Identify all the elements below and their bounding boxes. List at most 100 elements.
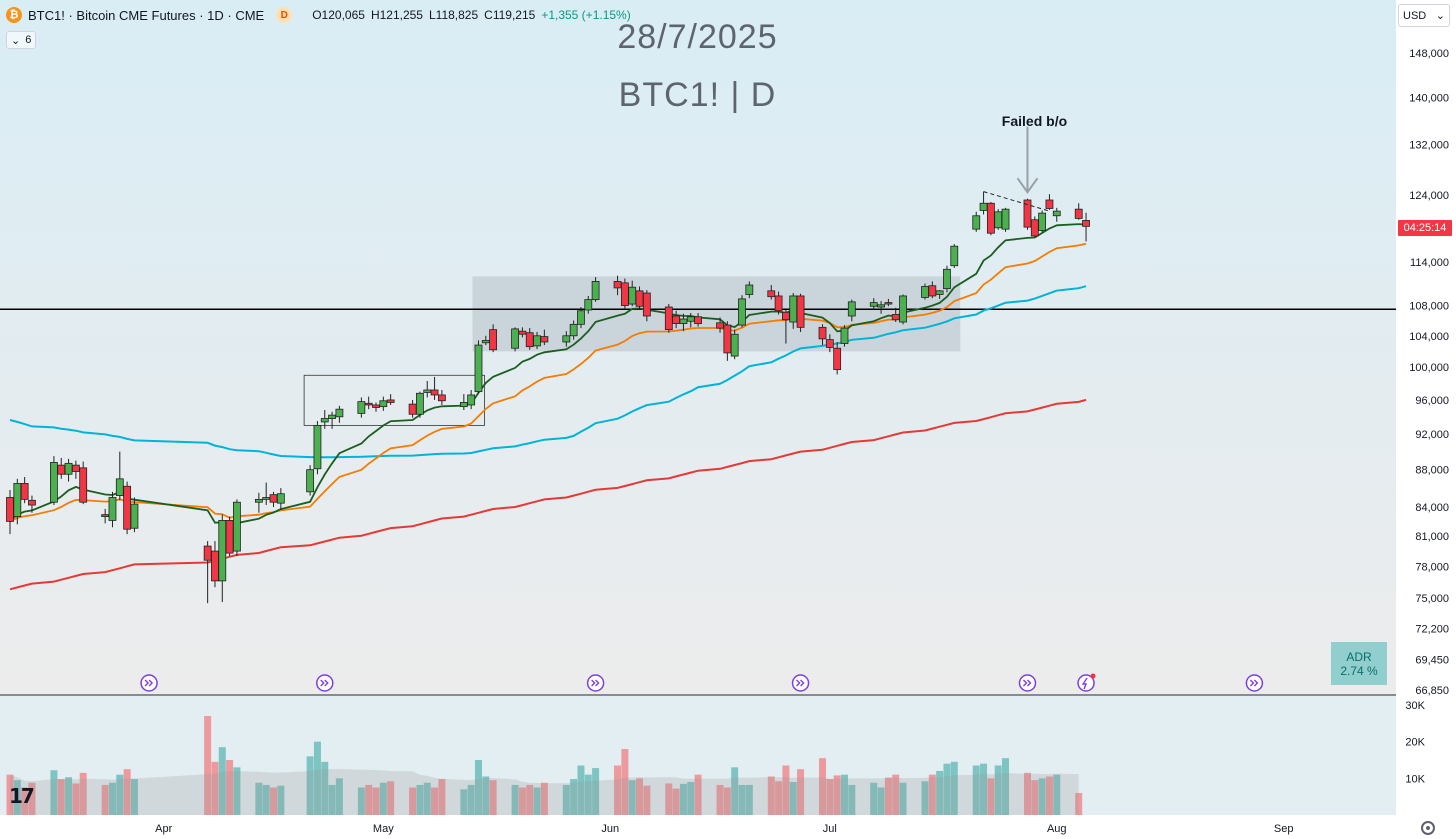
event-marker-icon[interactable] bbox=[791, 674, 810, 692]
candle-body bbox=[123, 485, 132, 530]
candle-body bbox=[825, 339, 834, 348]
candle-body bbox=[1045, 199, 1054, 209]
currency-select[interactable]: USD ⌄ bbox=[1398, 4, 1450, 27]
candle-body bbox=[540, 336, 549, 343]
volume-bar bbox=[936, 771, 944, 815]
adr-indicator: ADR 2.74 % bbox=[1331, 642, 1387, 685]
time-tick-label: Jul bbox=[823, 823, 837, 835]
time-tick-label: May bbox=[373, 823, 394, 835]
volume-bar bbox=[577, 765, 585, 815]
tradingview-logo[interactable]: 17 bbox=[9, 784, 35, 808]
candle-body bbox=[518, 330, 527, 335]
volume-bar bbox=[943, 763, 951, 815]
event-marker-icon[interactable] bbox=[1018, 674, 1037, 692]
volume-bar bbox=[775, 781, 783, 815]
volume-bar bbox=[840, 774, 848, 815]
volume-bar bbox=[679, 783, 687, 815]
volume-ma-area bbox=[10, 768, 1079, 815]
volume-bar bbox=[1053, 774, 1061, 815]
volume-bar bbox=[1038, 778, 1046, 815]
candle-body bbox=[833, 347, 842, 371]
volume-bar bbox=[387, 781, 395, 815]
volume-bar bbox=[218, 747, 226, 815]
price-tick-label: 92,000 bbox=[1415, 429, 1449, 441]
watermark-date: 28/7/2025 bbox=[617, 18, 778, 56]
adr-label: ADR bbox=[1346, 649, 1372, 664]
event-marker-icon[interactable] bbox=[1245, 674, 1264, 692]
volume-bar bbox=[431, 787, 439, 815]
candle-body bbox=[262, 497, 271, 500]
delay-badge[interactable]: D bbox=[276, 7, 293, 23]
volume-bar bbox=[562, 784, 570, 815]
candle-body bbox=[1082, 220, 1090, 227]
time-tick-label: Aug bbox=[1047, 823, 1067, 835]
chevron-down-icon: ⌄ bbox=[11, 34, 21, 47]
candle-body bbox=[218, 520, 227, 582]
event-marker-icon[interactable] bbox=[586, 674, 605, 692]
ma-50-line bbox=[9, 285, 1087, 459]
price-tick-label: 72,200 bbox=[1415, 623, 1449, 635]
volume-bar bbox=[636, 778, 644, 815]
candle-body bbox=[211, 550, 219, 582]
volume-bar bbox=[123, 769, 131, 815]
candle-body bbox=[64, 462, 73, 475]
volume-bar bbox=[277, 785, 285, 815]
candle-body bbox=[847, 301, 856, 317]
candle-body bbox=[533, 335, 541, 347]
time-tick-label: Apr bbox=[155, 823, 172, 835]
candle-body bbox=[1074, 208, 1083, 219]
volume-bar bbox=[233, 767, 241, 815]
candle-body bbox=[386, 399, 395, 403]
symbol-title[interactable]: BTC1! · Bitcoin CME Futures · 1D · CME bbox=[28, 7, 265, 23]
candle-body bbox=[869, 302, 878, 307]
event-marker-arrows bbox=[320, 679, 329, 687]
price-tick-label: 75,000 bbox=[1415, 593, 1449, 605]
volume-bar bbox=[833, 775, 841, 815]
volume-bar bbox=[826, 779, 834, 815]
volume-bar bbox=[21, 787, 29, 815]
candle-body bbox=[1038, 212, 1047, 231]
price-tick-label: 148,000 bbox=[1409, 48, 1449, 60]
candle-body bbox=[584, 299, 593, 311]
volume-bar bbox=[28, 782, 36, 815]
volume-bar bbox=[723, 787, 731, 815]
candle-body bbox=[525, 332, 534, 348]
candle-body bbox=[884, 302, 893, 305]
candle-body bbox=[782, 311, 790, 321]
event-marker-icon[interactable] bbox=[140, 674, 158, 692]
price-tick-label: 114,000 bbox=[1410, 257, 1449, 269]
candle-body bbox=[108, 497, 117, 521]
settings-icon[interactable] bbox=[1421, 821, 1435, 835]
volume-bar bbox=[592, 768, 600, 815]
candle-body bbox=[943, 268, 951, 290]
event-marker-arrows bbox=[796, 679, 805, 687]
indicators-toggle[interactable]: ⌄ 6 bbox=[6, 31, 37, 49]
event-marker-circle bbox=[316, 674, 334, 692]
candle-body bbox=[899, 295, 907, 323]
time-tick-label: Jun bbox=[601, 823, 619, 835]
event-marker-icon[interactable] bbox=[316, 674, 334, 692]
candle-body bbox=[979, 202, 988, 211]
volume-bar bbox=[79, 772, 87, 815]
earnings-lightning-icon bbox=[1077, 673, 1096, 692]
volume-bar bbox=[57, 779, 65, 815]
volume-bar bbox=[518, 787, 526, 815]
volume-bar bbox=[262, 784, 270, 815]
candle-body bbox=[935, 290, 944, 295]
volume-bar bbox=[321, 761, 329, 815]
candle-body bbox=[233, 501, 241, 552]
volume-bar bbox=[899, 782, 907, 815]
candle-body bbox=[664, 306, 673, 331]
volume-bar bbox=[540, 782, 548, 815]
candle-body bbox=[20, 483, 29, 500]
candle-body bbox=[642, 292, 651, 317]
candle-body bbox=[818, 326, 827, 340]
volume-bar bbox=[65, 777, 73, 815]
candle-body bbox=[723, 324, 732, 354]
volume-bar bbox=[1023, 772, 1031, 815]
price-tick-label: 69,450 bbox=[1415, 654, 1449, 666]
candle-body bbox=[986, 202, 995, 234]
candle-body bbox=[50, 462, 58, 503]
